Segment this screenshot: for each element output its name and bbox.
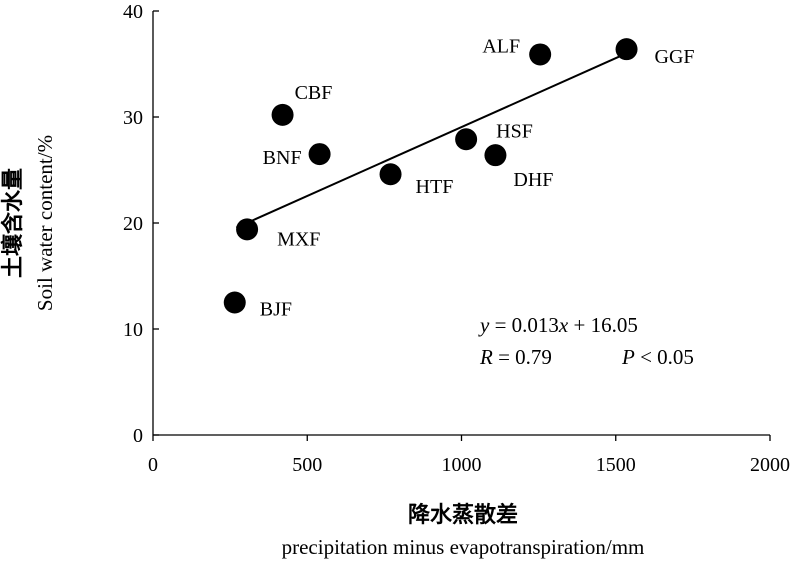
point-label-bjf: BJF	[260, 299, 292, 321]
regression-r-value: R = 0.79	[479, 345, 552, 369]
axes: 0 500 1000 1500 2000 0 10 20 30 40	[123, 1, 790, 476]
point-label-cbf: CBF	[295, 82, 333, 104]
x-tick-label: 1500	[596, 454, 636, 476]
point-htf	[379, 163, 402, 186]
point-alf	[529, 43, 552, 66]
y-axis-label-english: Soil water content/%	[33, 135, 57, 311]
x-tick-label: 500	[292, 454, 322, 476]
point-label-hsf: HSF	[496, 120, 533, 142]
x-tick-label: 2000	[750, 454, 790, 476]
point-label-htf: HTF	[416, 176, 454, 198]
point-label-dhf: DHF	[513, 169, 553, 191]
point-label-bnf: BNF	[263, 147, 302, 169]
point-label-mxf: MXF	[277, 228, 320, 250]
point-label-ggf: GGF	[655, 46, 695, 68]
y-tick-label: 10	[123, 319, 143, 341]
y-tick-label: 30	[123, 107, 143, 129]
regression-line	[235, 52, 627, 229]
x-tick-label: 0	[148, 454, 158, 476]
regression-line-group	[235, 52, 627, 229]
point-hsf	[455, 128, 478, 151]
data-points: ALF GGF CBF BNF HSF DHF HTF MXF BJF	[223, 35, 695, 321]
point-cbf	[271, 103, 294, 126]
y-tick-label: 0	[133, 425, 143, 447]
point-bnf	[308, 143, 331, 166]
y-tick-label: 20	[123, 213, 143, 235]
x-tick-label: 1000	[442, 454, 482, 476]
point-label-alf: ALF	[482, 35, 520, 57]
point-ggf	[615, 38, 638, 61]
x-axis-label-english: precipitation minus evapotranspiration/m…	[282, 535, 645, 559]
regression-p-value: P < 0.05	[621, 345, 694, 369]
point-bjf	[223, 291, 246, 314]
regression-equation: y = 0.013x + 16.05	[478, 313, 638, 337]
point-mxf	[236, 218, 259, 241]
y-axis-label-chinese: 土壤含水量	[0, 168, 26, 278]
y-tick-label: 40	[123, 1, 143, 23]
point-dhf	[484, 144, 507, 167]
x-axis-label-chinese: 降水蒸散差	[408, 502, 518, 528]
